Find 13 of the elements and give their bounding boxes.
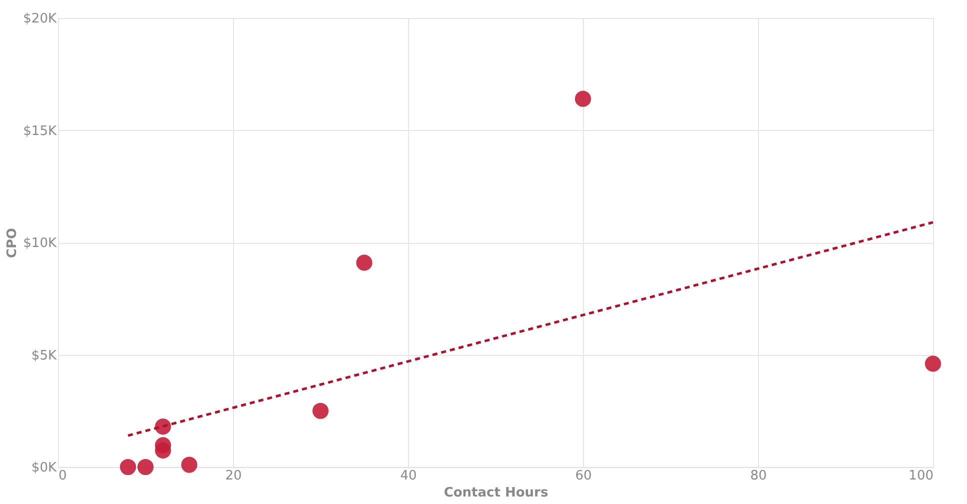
y-tick-label: $10K <box>23 236 57 251</box>
x-tick-label: 100 <box>908 468 934 484</box>
x-tick-label: 40 <box>400 468 417 484</box>
x-tick-label: 60 <box>575 468 592 484</box>
x-tick-label: 80 <box>750 468 767 484</box>
x-axis-title: Contact Hours <box>444 486 548 500</box>
x-tick-label: 20 <box>225 468 242 484</box>
x-tick-label: 0 <box>58 468 67 484</box>
y-tick-label: $20K <box>23 12 57 26</box>
y-axis-title: CPO <box>5 228 20 258</box>
y-tick-label: $0K <box>31 460 57 476</box>
y-tick-label: $5K <box>31 348 57 364</box>
y-tick-label: $15K <box>23 124 57 139</box>
